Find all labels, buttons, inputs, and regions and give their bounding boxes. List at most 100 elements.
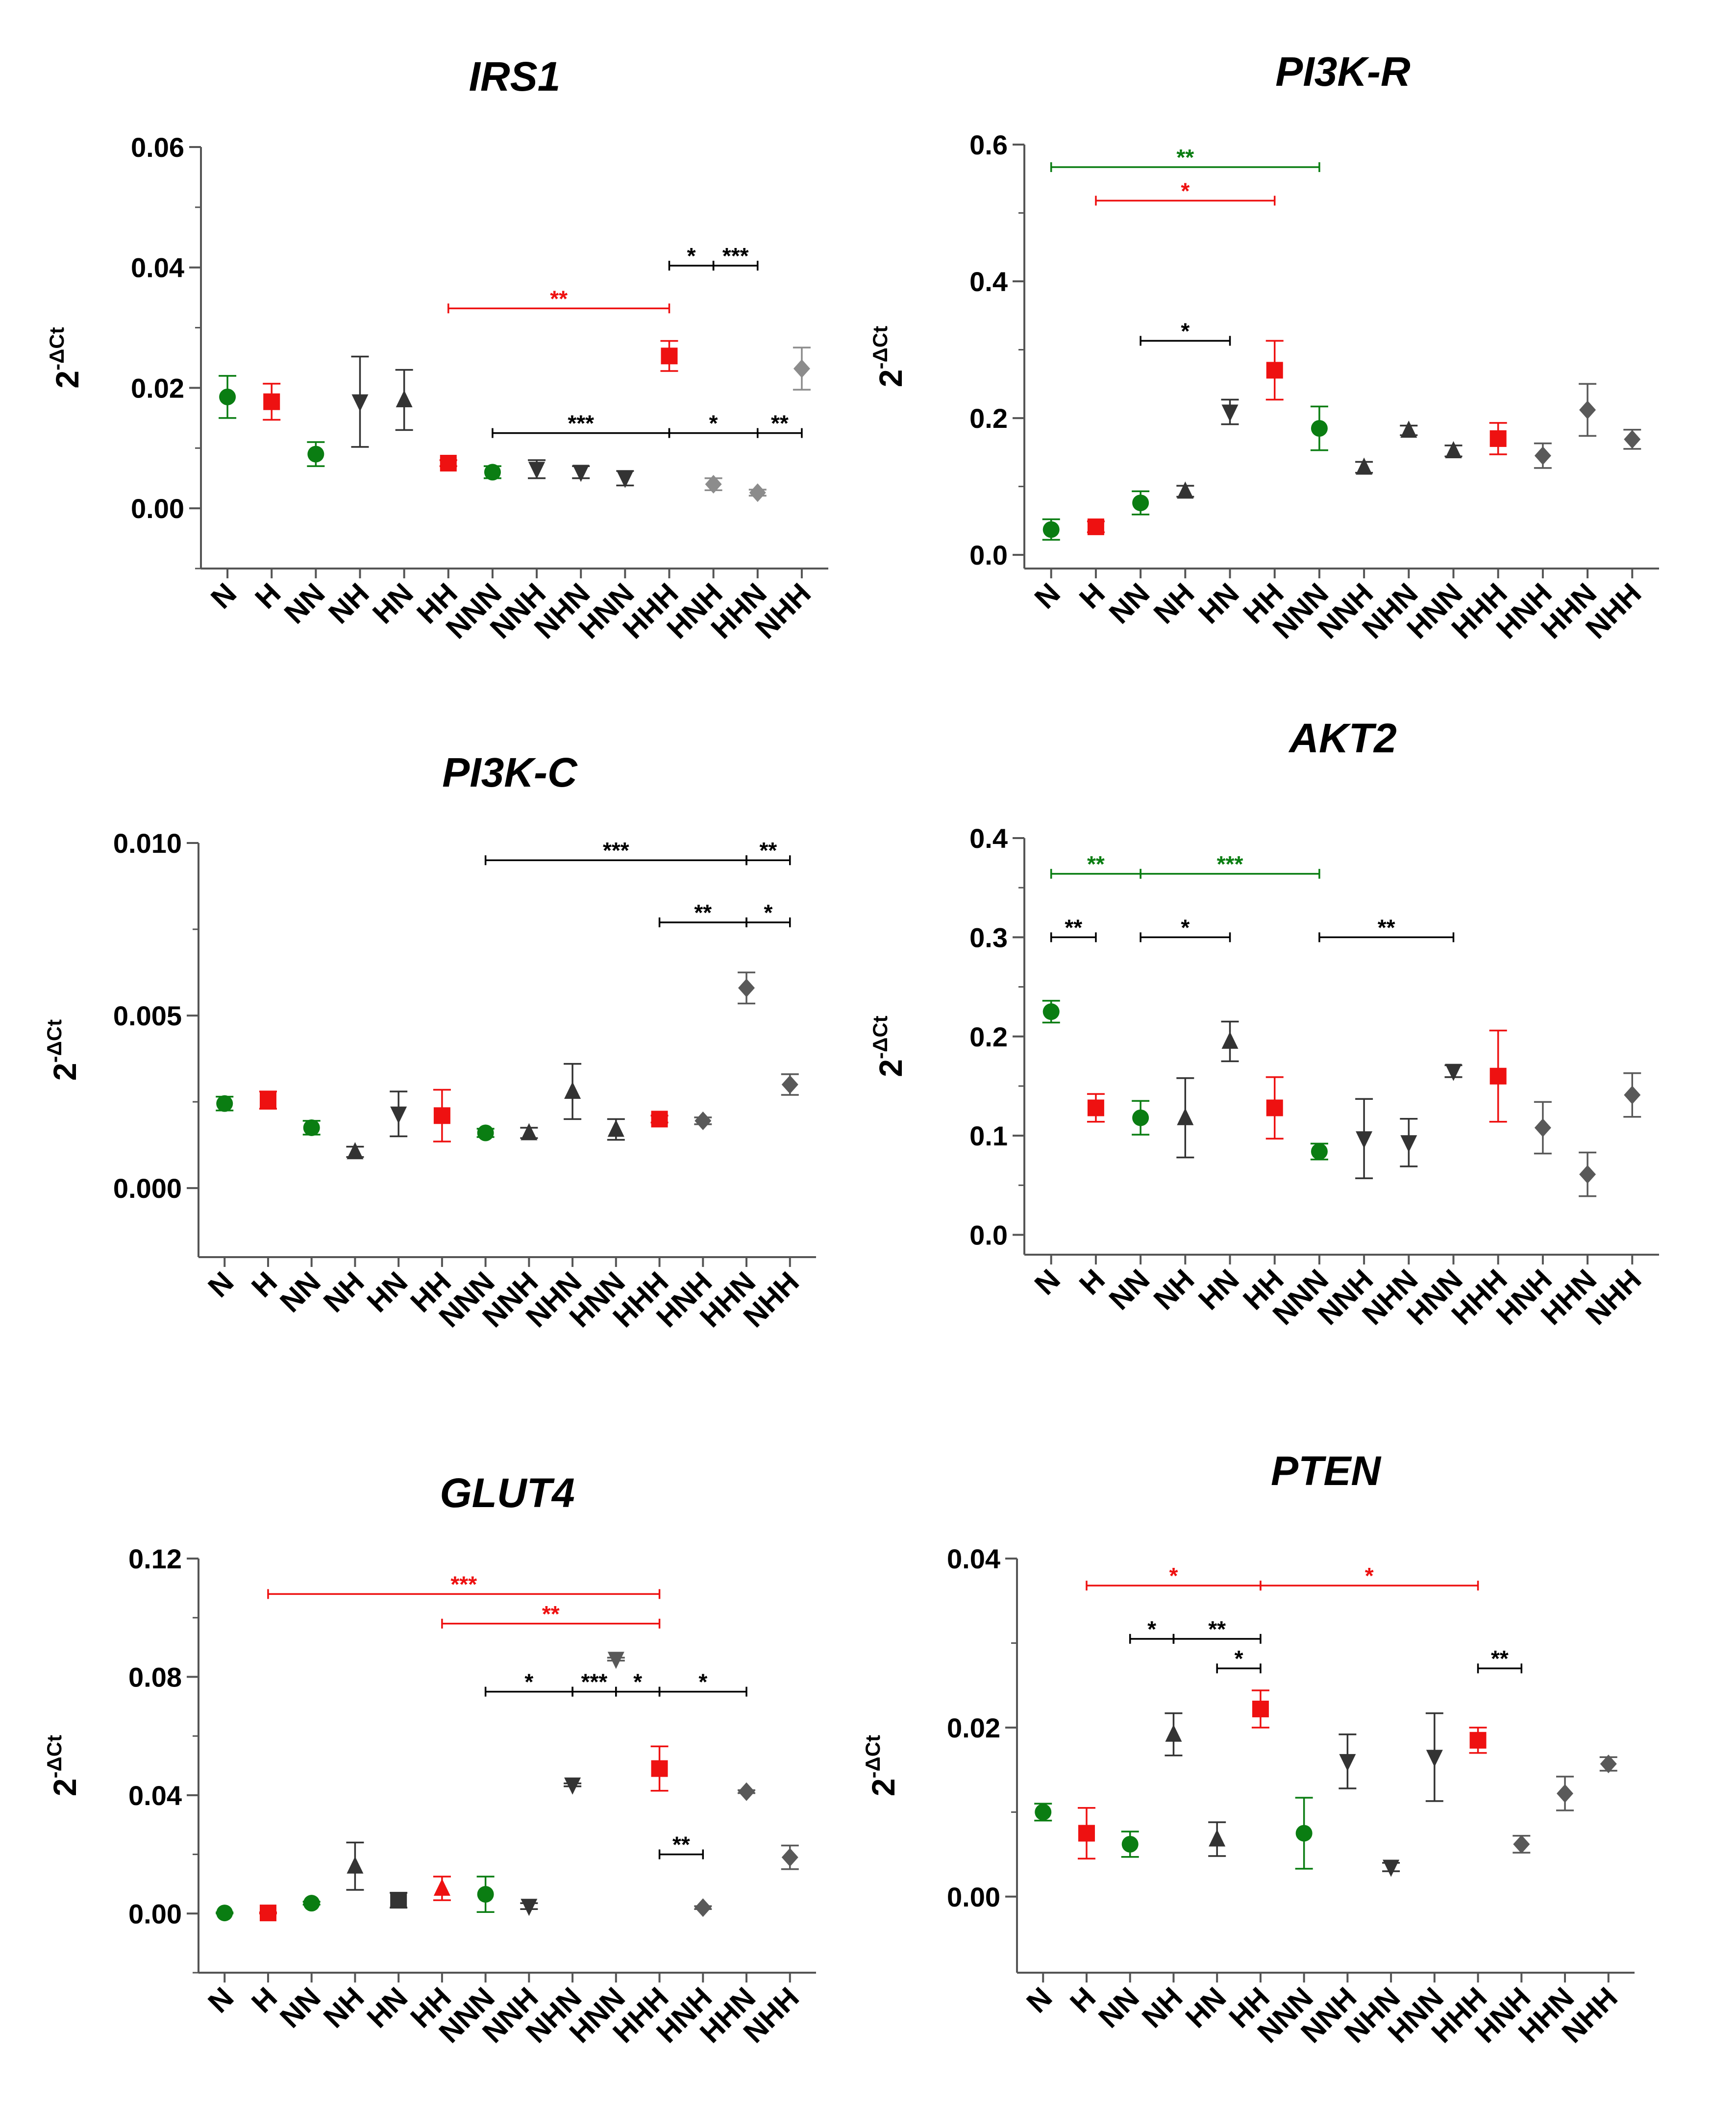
data-point-nh [347, 1142, 364, 1160]
chart-title: PTEN [1271, 1448, 1382, 1494]
data-point-hhn [1557, 1784, 1574, 1803]
significance-label: ** [694, 900, 712, 925]
data-point-nn [1132, 495, 1149, 512]
significance-label: *** [450, 1571, 477, 1597]
data-point-hhh [1469, 1732, 1487, 1749]
data-point-nhh [1624, 430, 1641, 449]
y-tick-label: 0.005 [113, 1000, 182, 1031]
data-point-n [1035, 1804, 1052, 1821]
x-tick-label: NH [317, 1265, 371, 1319]
data-point-hh [433, 1107, 450, 1124]
data-point-hnh [694, 1111, 712, 1130]
chart-title: GLUT4 [440, 1470, 574, 1516]
y-tick-label: 0.010 [113, 828, 182, 859]
y-tick-label: 0.04 [128, 1780, 182, 1811]
significance-label: * [1181, 915, 1190, 940]
data-point-nnn [484, 464, 501, 481]
significance-label: * [698, 1669, 707, 1695]
data-point-nnn [477, 1886, 494, 1903]
data-point-hh [433, 1878, 450, 1896]
y-tick-label: 0.2 [969, 1021, 1008, 1052]
y-axis-label: 2-ΔCt [43, 1019, 83, 1081]
y-tick-label: 0.06 [131, 132, 184, 163]
data-point-hnn [607, 1652, 624, 1669]
data-point-nn [303, 1895, 320, 1912]
data-point-nnn [1311, 420, 1328, 437]
data-point-hnn [1426, 1750, 1443, 1767]
y-axis-label-superscript: -ΔCt [868, 1016, 892, 1059]
data-point-hhn [1579, 400, 1596, 420]
data-point-hh [1252, 1700, 1269, 1717]
data-point-h [263, 393, 280, 410]
y-tick-label: 0.0 [969, 540, 1008, 570]
x-tick-label: NH [1147, 1263, 1201, 1316]
y-tick-label: 0.2 [969, 403, 1008, 434]
data-point-hnn [607, 1119, 624, 1137]
chart-title: AKT2 [1288, 715, 1396, 761]
significance-label: ** [1491, 1646, 1509, 1671]
y-tick-label: 0.00 [128, 1898, 182, 1929]
x-tick-label: NN [1092, 1981, 1145, 2034]
significance-label: *** [1217, 851, 1243, 877]
data-point-n [216, 1905, 233, 1922]
data-point-nhn [1383, 1859, 1400, 1877]
data-point-nhn [1400, 1135, 1417, 1153]
data-point-n [219, 388, 236, 405]
y-axis-label-base: 2 [872, 1059, 909, 1077]
x-tick-label: HN [366, 577, 420, 630]
significance-label: * [764, 900, 772, 925]
data-point-hhh [651, 1111, 668, 1128]
data-point-hn [396, 390, 413, 407]
data-point-hnh [705, 475, 722, 494]
data-point-hhn [1579, 1165, 1596, 1184]
data-point-nhn [572, 465, 590, 482]
data-point-hn [1209, 1829, 1226, 1847]
data-point-hh [440, 455, 457, 471]
data-point-nnn [477, 1124, 494, 1141]
significance-label: ** [1176, 145, 1194, 170]
significance-label: *** [568, 411, 594, 436]
data-point-n [1042, 521, 1060, 538]
y-tick-label: 0.3 [969, 922, 1008, 953]
data-point-h [259, 1905, 276, 1922]
x-tick-label: N [204, 577, 243, 615]
significance-label: ** [542, 1601, 560, 1627]
significance-label: * [1147, 1616, 1156, 1642]
x-tick-label: NH [317, 1981, 371, 2034]
x-tick-label: N [1028, 1263, 1066, 1301]
data-point-hnn [1445, 1064, 1462, 1081]
data-point-hhn [738, 1782, 755, 1801]
data-point-nnh [1356, 457, 1373, 475]
y-axis-label-base: 2 [872, 369, 909, 387]
data-point-nnh [528, 462, 546, 479]
data-point-hn [1221, 404, 1239, 422]
x-tick-label: NN [278, 577, 331, 630]
data-point-hhn [738, 978, 755, 997]
data-point-nnn [1295, 1825, 1313, 1842]
data-point-nn [303, 1119, 320, 1136]
significance-label: *** [722, 243, 749, 269]
data-point-h [1087, 518, 1104, 535]
y-tick-label: 0.1 [969, 1120, 1008, 1151]
y-tick-label: 0.08 [128, 1661, 182, 1692]
x-tick-label: HN [361, 1265, 414, 1319]
data-point-nnn [1311, 1143, 1328, 1160]
data-point-hnh [1534, 446, 1551, 465]
data-point-hnh [1513, 1834, 1530, 1854]
y-tick-label: 0.0 [969, 1220, 1008, 1251]
significance-label: ** [759, 838, 777, 863]
data-point-nhh [1600, 1755, 1617, 1774]
data-point-nhn [1400, 421, 1417, 438]
y-axis-label-base: 2 [47, 1063, 83, 1081]
y-tick-label: 0.04 [947, 1543, 1000, 1574]
data-point-hh [1266, 1099, 1283, 1116]
y-axis-label-base: 2 [49, 371, 85, 389]
significance-label: ** [1087, 851, 1105, 877]
data-point-hh [1266, 362, 1283, 379]
significance-label: ** [1378, 915, 1395, 940]
